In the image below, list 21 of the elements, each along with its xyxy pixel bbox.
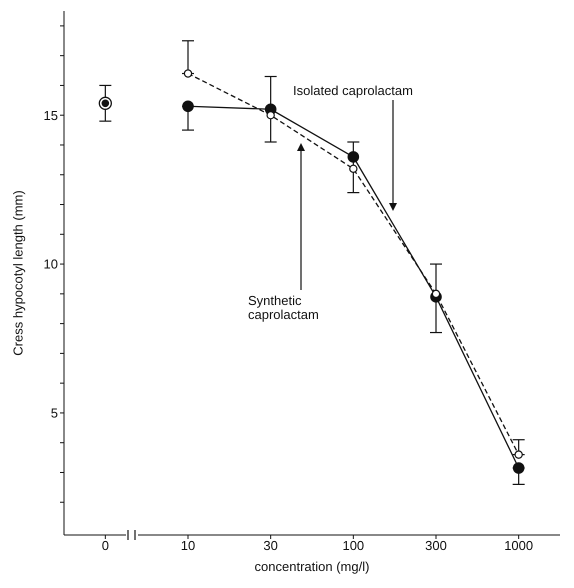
y-tick-label: 5 xyxy=(50,406,58,421)
x-tick-label: 30 xyxy=(263,538,278,554)
point xyxy=(266,111,275,120)
point xyxy=(349,164,358,173)
point xyxy=(514,450,523,459)
point xyxy=(184,69,192,78)
point xyxy=(182,100,194,112)
x-tick-label: 1000 xyxy=(504,538,534,554)
x-tick-label: 0 xyxy=(102,538,109,554)
x-tick-label: 10 xyxy=(180,538,196,554)
point xyxy=(512,462,524,474)
y-axis-title: Cress hypocotyl length (mm) xyxy=(10,190,26,356)
y-tick-label: 10 xyxy=(44,256,58,272)
point xyxy=(348,151,360,163)
annotation: Isolated caprolactam xyxy=(293,83,413,98)
x-axis-title: concentration (mg/l) xyxy=(254,559,370,574)
x-tick-label: 100 xyxy=(342,538,364,554)
point xyxy=(98,96,112,110)
x-tick-label: 300 xyxy=(425,538,447,554)
y-tick-label: 15 xyxy=(44,108,58,123)
annotation: Synthetic caprolactam xyxy=(248,293,320,322)
